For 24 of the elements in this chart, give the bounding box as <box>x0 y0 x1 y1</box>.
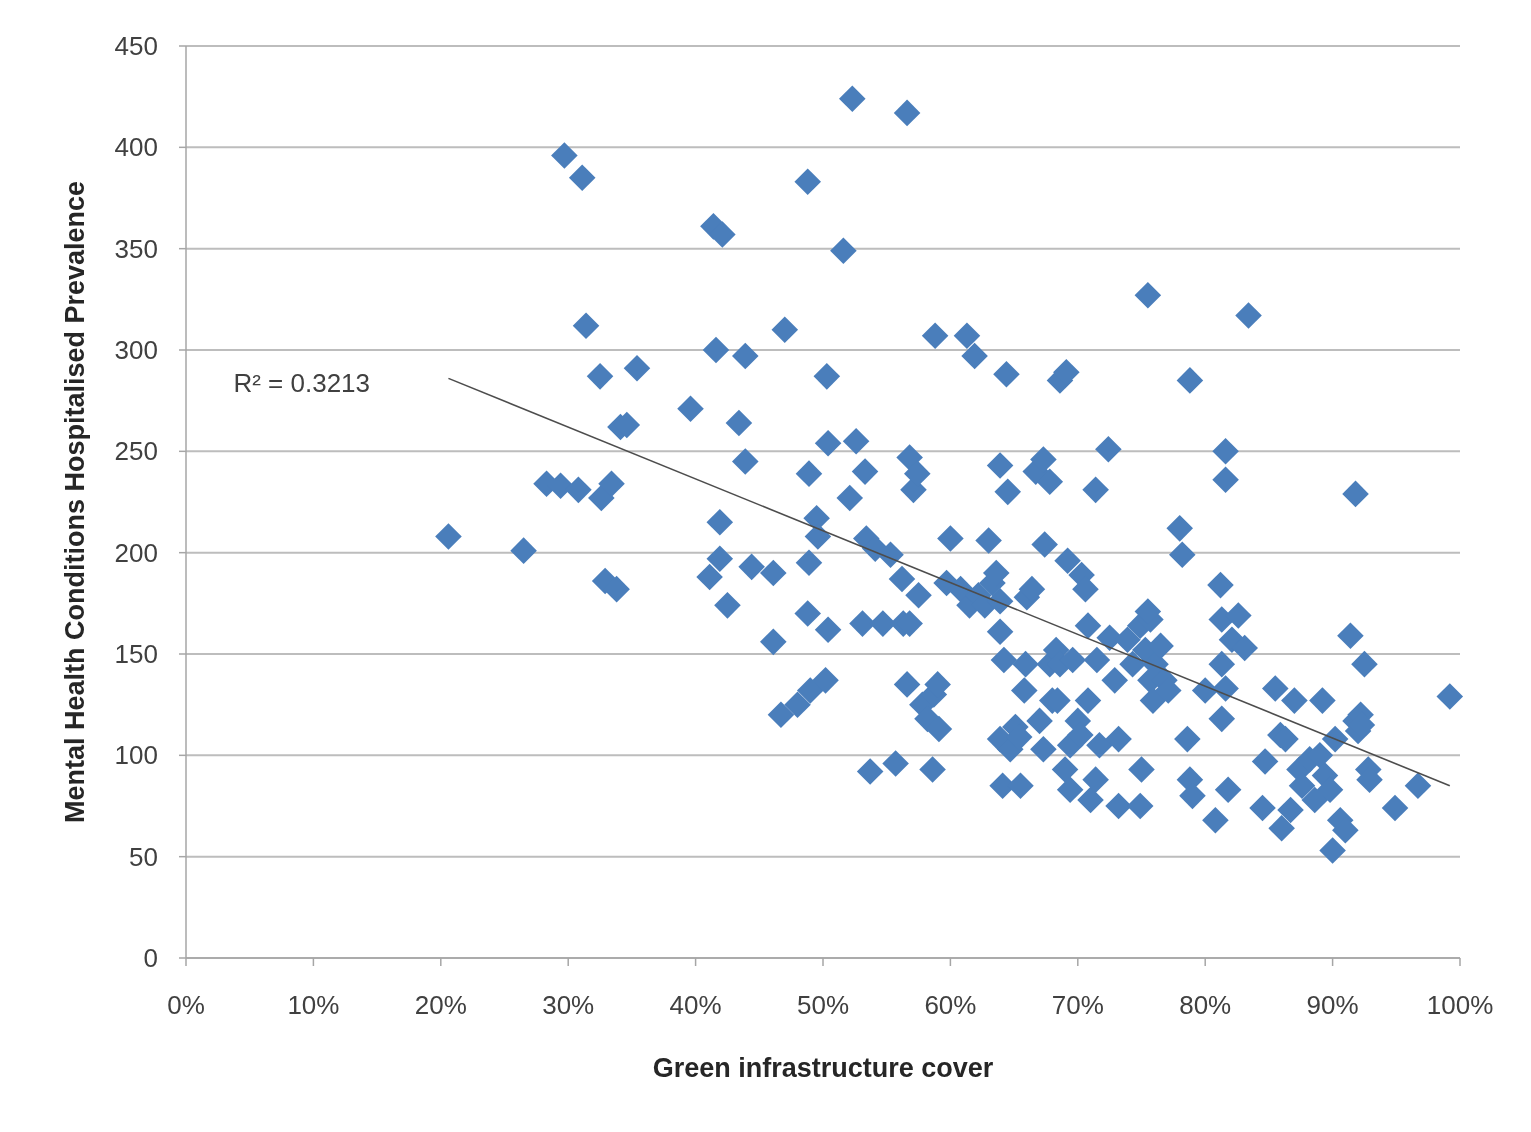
x-tick-label: 80% <box>1179 990 1232 1020</box>
y-tick-label: 50 <box>129 841 158 872</box>
x-tick-label: 40% <box>669 990 722 1020</box>
y-tick-label: 350 <box>114 233 158 264</box>
y-tick-label: 0 <box>143 943 158 973</box>
y-tick-label: 300 <box>114 335 158 365</box>
x-tick-label: 60% <box>924 990 977 1020</box>
x-tick-label: 70% <box>1051 990 1104 1020</box>
y-axis-title: Mental Health Conditions Hospitalised Prevalence <box>60 180 90 824</box>
y-tick-label: 150 <box>114 639 158 669</box>
x-tick-label: 0% <box>167 990 205 1020</box>
x-tick-label: 50% <box>796 990 850 1020</box>
x-axis-title: Green infrastructure cover <box>652 1053 994 1083</box>
x-tick-label: 10% <box>287 990 340 1020</box>
y-tick-label: 200 <box>114 537 158 568</box>
x-tick-label: 20% <box>414 990 467 1020</box>
annotation: R² = 0.3213 <box>233 368 371 399</box>
y-tick-label: 400 <box>114 132 158 163</box>
y-tick-label: 100 <box>114 740 158 771</box>
x-tick-label: 100% <box>1426 990 1494 1020</box>
x-tick-label: 30% <box>542 990 595 1020</box>
x-tick-label: 90% <box>1306 990 1359 1020</box>
y-tick-label: 250 <box>114 436 158 467</box>
y-tick-label: 450 <box>114 31 158 61</box>
